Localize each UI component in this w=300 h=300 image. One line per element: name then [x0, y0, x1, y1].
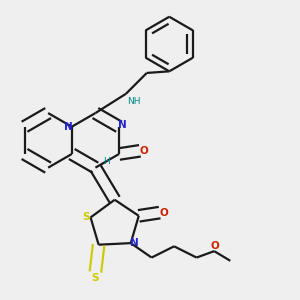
Text: O: O [140, 146, 148, 156]
Text: N: N [118, 120, 127, 130]
Text: H: H [103, 157, 110, 166]
Text: O: O [211, 241, 220, 251]
Text: N: N [64, 122, 72, 132]
Text: S: S [82, 212, 89, 222]
Text: NH: NH [128, 97, 141, 106]
Text: N: N [130, 238, 139, 248]
Text: O: O [159, 208, 168, 218]
Text: S: S [92, 273, 99, 284]
